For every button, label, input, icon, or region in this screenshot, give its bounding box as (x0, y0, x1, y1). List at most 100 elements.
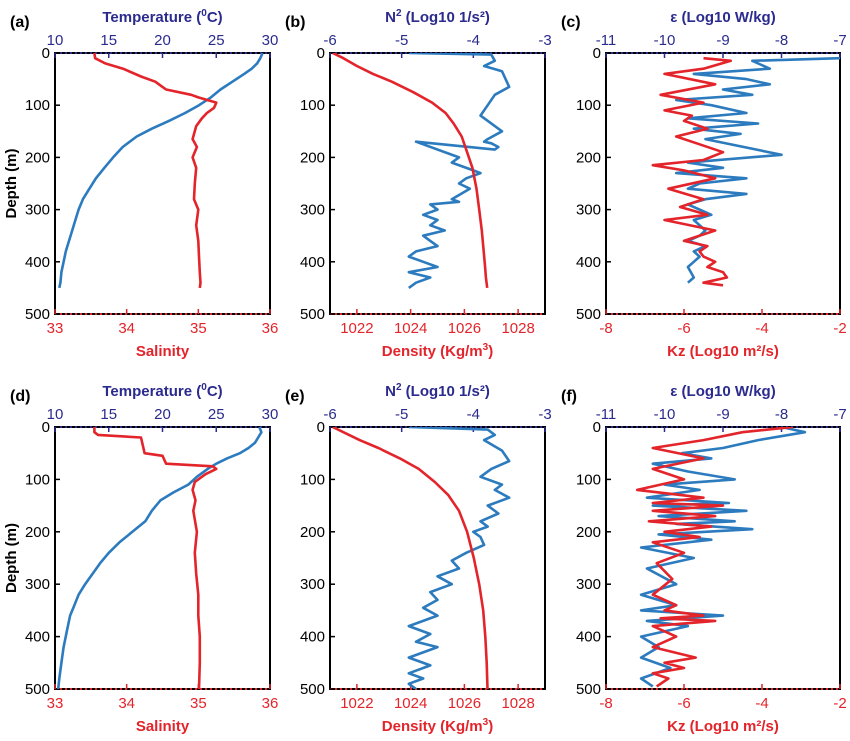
bottom-axis-label: Salinity (136, 343, 190, 360)
bottom-tick-label: -8 (599, 695, 612, 712)
top-tick-label: 15 (100, 406, 117, 423)
top-tick-label: -5 (395, 406, 408, 423)
depth-tick-label: 0 (42, 419, 50, 436)
bottom-axis-label: Kz (Log10 m²/s) (667, 718, 779, 735)
bottom-tick-label: 36 (262, 320, 279, 337)
series-line-red (93, 427, 218, 689)
depth-tick-label: 100 (576, 471, 601, 488)
bottom-tick-label: -8 (599, 320, 612, 337)
panel-d: 0 100 200 300 400 500 10 15 20 25 30 33 34 35 36 Temper… (10, 382, 278, 735)
depth-tick-label: 0 (593, 419, 601, 436)
top-tick-label: -9 (716, 32, 729, 49)
top-tick-label: -8 (775, 32, 788, 49)
series-line-red (93, 53, 218, 289)
top-tick-label: 20 (154, 32, 171, 49)
bottom-axis-label-tail: ) (488, 343, 493, 360)
top-tick-label: -9 (716, 406, 729, 423)
top-axis-label-tail: (Log10 1/s²) (402, 9, 490, 26)
top-tick-label: -4 (467, 32, 480, 49)
top-axis-label-sup: 2 (396, 8, 402, 19)
series-line-blue (58, 53, 264, 289)
plot-frame (329, 52, 546, 315)
series-line-blue (639, 427, 807, 688)
panel-label: (e) (285, 388, 305, 405)
depth-axis-label: Depth (m) (3, 149, 20, 219)
plot-frame (605, 426, 841, 690)
depth-tick-label: 200 (25, 149, 50, 166)
depth-tick-label: 200 (576, 524, 601, 541)
top-axis-label-sup: 2 (396, 382, 402, 393)
top-axis-label: ε (Log10 W/kg) (670, 9, 775, 26)
bottom-axis-label-main: Salinity (136, 718, 190, 735)
bottom-tick-label: -2 (833, 695, 846, 712)
panel-label: (d) (10, 388, 30, 405)
panel-e: 0 100 200 300 400 500 -6 -5 -4 -3 1022 1024 1026 1028… (285, 382, 552, 735)
panel-f: 0 100 200 300 400 500 -11 -10 -9 -8 -7 -8 -6 -4 -2 ε (L… (561, 383, 847, 735)
plot-frame (54, 52, 271, 315)
top-tick-label: -10 (654, 32, 676, 49)
series-line-blue (56, 427, 263, 689)
depth-tick-label: 100 (300, 97, 325, 114)
top-tick-label: -3 (538, 406, 551, 423)
depth-tick-label: 300 (300, 576, 325, 593)
depth-tick-label: 0 (317, 419, 325, 436)
plot-frame (54, 426, 271, 690)
depth-tick-label: 300 (300, 202, 325, 219)
top-tick-label: 25 (208, 406, 225, 423)
top-tick-label: -6 (323, 406, 336, 423)
series-line-red (635, 427, 794, 688)
depth-tick-label: 500 (300, 681, 325, 698)
top-tick-label: 10 (47, 32, 64, 49)
bottom-axis-label-sup: 3 (483, 717, 489, 728)
top-tick-label: -3 (538, 32, 551, 49)
depth-tick-label: 0 (593, 45, 601, 62)
bottom-axis-label-sup: 3 (483, 342, 489, 353)
bottom-axis-label-main: Density (Kg/m (382, 718, 483, 735)
top-tick-label: -5 (395, 32, 408, 49)
top-tick-label: 25 (208, 32, 225, 49)
top-axis-label: Temperature (0C) (102, 382, 222, 400)
top-axis-label-main: Temperature ( (102, 9, 201, 26)
panel-label: (c) (561, 14, 581, 31)
bottom-tick-label: 1026 (448, 695, 481, 712)
bottom-tick-label: 35 (190, 320, 207, 337)
top-tick-label: 10 (47, 406, 64, 423)
depth-tick-label: 200 (300, 524, 325, 541)
depth-axis-label: Depth (m) (3, 523, 20, 593)
top-axis-label-tail: (Log10 1/s²) (402, 383, 490, 400)
bottom-tick-label: 1022 (340, 695, 373, 712)
top-tick-label: -7 (833, 32, 846, 49)
top-tick-label: -8 (775, 406, 788, 423)
series-line-red (332, 427, 489, 689)
panel-label: (f) (561, 388, 577, 405)
depth-tick-label: 100 (576, 97, 601, 114)
bottom-tick-label: 1022 (340, 320, 373, 337)
depth-tick-label: 400 (576, 629, 601, 646)
depth-tick-label: 300 (576, 202, 601, 219)
panel-c: 0 100 200 300 400 500 -11 -10 -9 -8 -7 -8 -6 -4 -2 ε (L… (561, 9, 847, 360)
bottom-tick-label: 1024 (394, 695, 427, 712)
bottom-axis-label-main: Salinity (136, 343, 190, 360)
bottom-axis-label-main: Density (Kg/m (382, 343, 483, 360)
depth-tick-label: 200 (576, 149, 601, 166)
panel-label: (b) (285, 14, 305, 31)
top-axis-label: N2 (Log10 1/s²) (385, 8, 490, 26)
depth-tick-label: 400 (300, 629, 325, 646)
bottom-tick-label: 36 (262, 695, 279, 712)
depth-tick-label: 500 (576, 306, 601, 323)
bottom-axis-label-main: Kz (Log10 m²/s) (667, 718, 779, 735)
plot-frame (329, 426, 546, 690)
series-line-blue (674, 56, 840, 284)
bottom-axis-label: Salinity (136, 718, 190, 735)
depth-tick-label: 100 (300, 471, 325, 488)
series-line-blue (407, 427, 511, 689)
top-tick-label: 20 (154, 406, 171, 423)
bottom-tick-label: -6 (677, 695, 690, 712)
top-tick-label: -4 (467, 406, 480, 423)
bottom-tick-label: -4 (755, 320, 768, 337)
bottom-tick-label: 34 (118, 320, 135, 337)
depth-tick-label: 100 (25, 471, 50, 488)
top-tick-label: 30 (262, 32, 279, 49)
series-line-red (332, 53, 489, 289)
